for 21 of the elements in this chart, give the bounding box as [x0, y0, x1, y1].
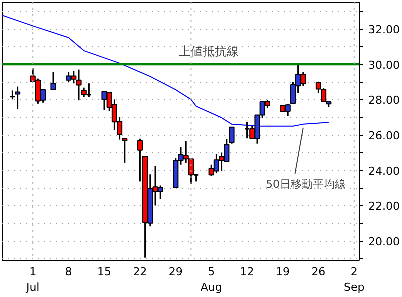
x-tick-label: 12 [240, 266, 254, 278]
y-tick-label: 24.00 [368, 164, 400, 178]
x-tick-label: 1 Jul [25, 266, 40, 294]
annotation: 50日移動平均線 [266, 178, 346, 192]
x-tick-label: 5 Aug [200, 266, 222, 294]
candlestick [50, 72, 56, 91]
x-tick-label: 26 [312, 266, 326, 278]
y-tick-label: 28.00 [368, 94, 400, 108]
x-tick-label: 22 [133, 266, 148, 278]
x-tick-label: 2 Sep [344, 266, 365, 294]
y-tick-label: 22.00 [368, 200, 400, 214]
line-series [2, 15, 330, 127]
y-tick-label: 30.00 [368, 58, 400, 72]
x-tick-label: 29 [168, 266, 183, 278]
y-tick-label: 26.00 [368, 130, 400, 143]
x-tick-label: 8 [65, 266, 72, 278]
x-tick-label: 15 [98, 266, 112, 278]
x-tick-label: 19 [276, 266, 290, 278]
y-tick-label: 20.00 [368, 236, 400, 249]
y-tick-label: 32.00 [368, 24, 400, 37]
ref-line-label: 上値抵抗線 [179, 44, 239, 58]
